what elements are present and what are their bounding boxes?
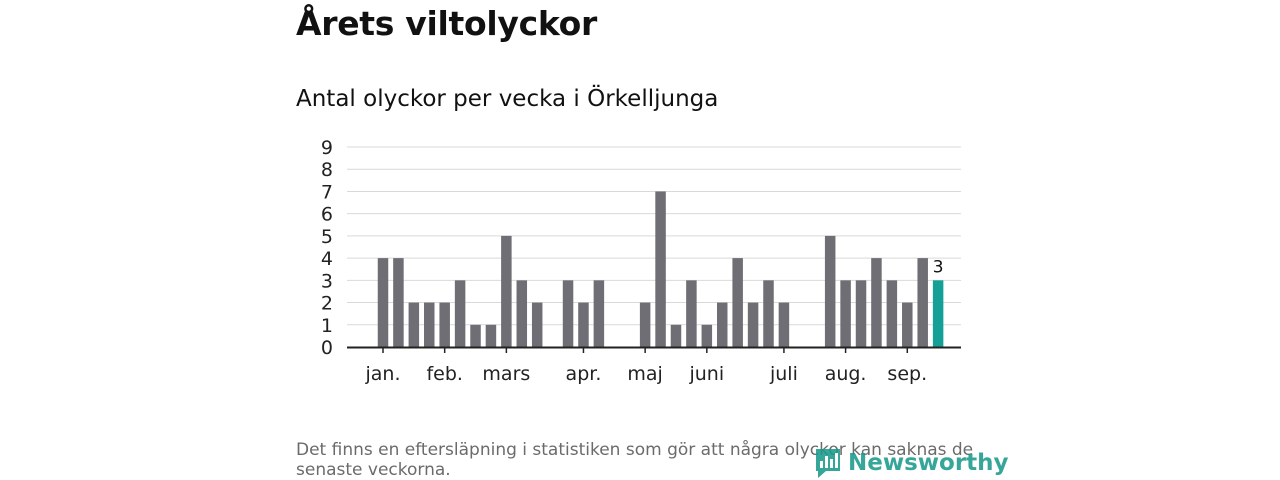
bar [902, 302, 913, 347]
data-label: 3 [933, 257, 944, 277]
bar [778, 302, 790, 347]
newsworthy-logo-icon [816, 449, 840, 478]
y-tick-label: 5 [321, 226, 333, 248]
x-tick-label: feb. [426, 363, 462, 385]
bar [655, 191, 666, 347]
bar [716, 302, 728, 347]
bar [562, 280, 574, 347]
x-tick-label: aug. [825, 363, 867, 385]
y-tick-label: 3 [321, 270, 333, 292]
bar [917, 258, 928, 347]
bar [701, 324, 713, 347]
y-tick-label: 1 [321, 315, 333, 337]
bar [501, 235, 512, 347]
bar [485, 324, 497, 347]
bar [871, 258, 882, 347]
bar [763, 280, 774, 347]
x-tick-label: juli [769, 363, 798, 385]
bar-highlight [932, 280, 944, 347]
y-tick-label: 8 [321, 159, 333, 181]
bar [824, 235, 836, 347]
bar [516, 280, 528, 347]
bar [408, 302, 420, 347]
bar [470, 324, 481, 347]
bar [886, 280, 898, 347]
bar [531, 302, 543, 347]
y-tick-label: 6 [321, 204, 333, 226]
bar [639, 302, 651, 347]
x-tick-label: juni [688, 363, 724, 385]
bar [578, 302, 589, 347]
y-tick-label: 9 [321, 137, 333, 159]
page-title: Årets viltolyckor [296, 4, 597, 43]
bar [840, 280, 851, 347]
brand-name: Newsworthy [848, 450, 1009, 476]
y-tick-label: 2 [321, 293, 333, 315]
bar [393, 258, 404, 347]
bar [424, 302, 435, 347]
x-tick-label: maj [627, 363, 662, 385]
bar [747, 302, 759, 347]
bar [855, 280, 867, 347]
y-tick-label: 7 [321, 181, 333, 203]
footnote: Det finns en eftersläpning i statistiken… [296, 440, 974, 480]
chart-title: Antal olyckor per vecka i Örkelljunga [296, 86, 719, 112]
bar [686, 280, 697, 347]
bar [439, 302, 450, 347]
x-tick-label: mars [482, 363, 530, 385]
y-tick-label: 0 [321, 337, 333, 359]
bar [593, 280, 605, 347]
x-tick-label: jan. [364, 363, 400, 385]
bar [377, 258, 389, 347]
x-tick-label: apr. [566, 363, 602, 385]
brand-logo: Newsworthy [814, 446, 1009, 480]
bar [670, 324, 682, 347]
bar [732, 258, 743, 347]
x-tick-label: sep. [887, 363, 927, 385]
y-tick-label: 4 [321, 248, 333, 270]
bar [454, 280, 466, 347]
